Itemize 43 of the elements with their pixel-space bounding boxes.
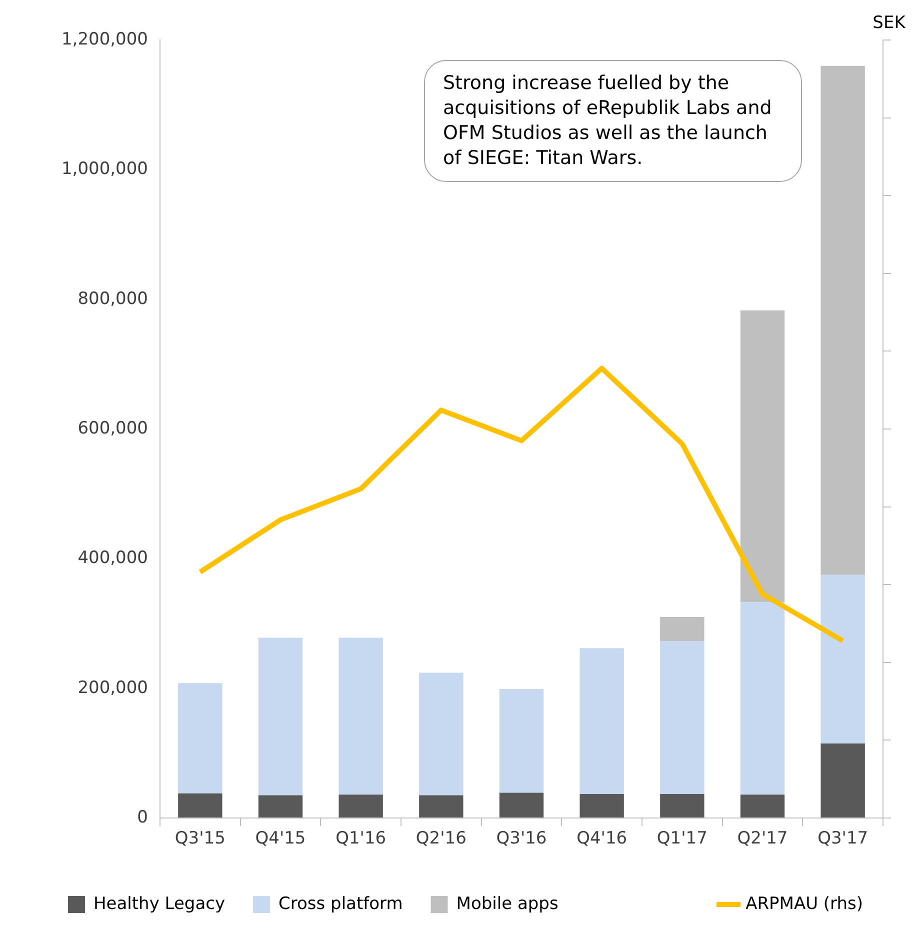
x-tick-label: Q2'16 — [416, 828, 466, 849]
text: SEK — [872, 12, 906, 33]
bar — [178, 793, 222, 818]
bar — [580, 648, 624, 794]
x-tick-label: Q3'15 — [174, 828, 226, 849]
bar — [820, 574, 865, 744]
bar — [338, 638, 383, 795]
bar — [740, 310, 785, 602]
annotation: Strong increase fuelled by the acquisitions of eRepublik Labs and OFM Studios as well as the launch of SIEGE: Titan Wars. — [443, 71, 773, 171]
legend-label: Mobile apps — [456, 894, 558, 914]
y-tick-label: 600,000 — [78, 418, 148, 438]
y-tick-label: 1,200,000 — [61, 29, 148, 50]
bar — [499, 688, 544, 793]
legend-label: Healthy Legacy — [94, 894, 226, 914]
bar — [178, 683, 222, 794]
bar — [419, 795, 464, 818]
bar — [258, 795, 303, 818]
bar — [660, 641, 704, 794]
bar — [740, 794, 785, 818]
bar — [740, 602, 785, 795]
x-tick-label: Q2'17 — [737, 828, 788, 849]
bar — [660, 617, 704, 642]
bar — [258, 638, 303, 796]
bar — [820, 66, 865, 575]
legend-label: Cross platform — [278, 894, 403, 914]
y-tick-label: 800,000 — [78, 288, 148, 309]
x-tick-label: Q3'17 — [818, 828, 868, 849]
bar — [580, 794, 624, 818]
x-tick-label: Q4'16 — [576, 828, 628, 849]
bar — [820, 743, 865, 818]
x-tick-label: Q1'17 — [656, 828, 708, 849]
bar — [419, 672, 464, 796]
legend-label: ARPMAU (rhs) — [746, 894, 864, 914]
x-tick-label: Q3'16 — [496, 828, 547, 849]
y-tick-label: 200,000 — [78, 678, 148, 698]
y-tick-label: 400,000 — [78, 548, 148, 568]
bar — [499, 792, 544, 818]
bar — [660, 794, 704, 818]
y-tick-label: 1,000,000 — [61, 159, 148, 180]
x-tick-label: Q1'16 — [336, 828, 386, 849]
bar — [338, 794, 383, 818]
y-tick-label: 0 — [137, 807, 148, 828]
x-tick-label: Q4'15 — [255, 828, 306, 849]
